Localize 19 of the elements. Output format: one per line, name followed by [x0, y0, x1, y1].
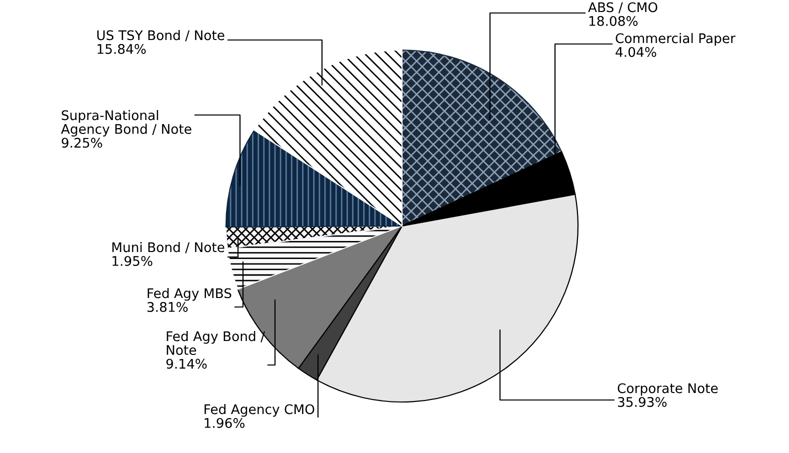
data-label: 18.08% [589, 16, 638, 26]
data-label: 3.81% [147, 302, 188, 312]
slice-label: Corporate Note [618, 383, 718, 396]
slice-label: ABS / CMO [588, 2, 658, 14]
data-label: 15.84% [98, 44, 146, 54]
slice-label: Muni Bond / Note [112, 242, 224, 254]
pie-slice [225, 130, 403, 228]
data-label: 9.25% [62, 138, 102, 148]
data-label: 9.14% [166, 358, 207, 369]
slice-label: US TSY Bond / Note [97, 30, 224, 42]
data-label: 1.95% [112, 256, 152, 266]
pie-slice [401, 49, 562, 227]
slice-label: Fed Agency CMO [204, 404, 314, 417]
data-label: 35.93% [618, 397, 667, 407]
slice-label: Commercial Paper [616, 33, 736, 46]
slice-label: Supra-National Agency Bond / Note [61, 110, 192, 137]
data-label: 4.04% [616, 47, 656, 57]
data-label: 1.96% [204, 418, 245, 428]
slice-label: Fed Agy MBS [148, 288, 232, 301]
